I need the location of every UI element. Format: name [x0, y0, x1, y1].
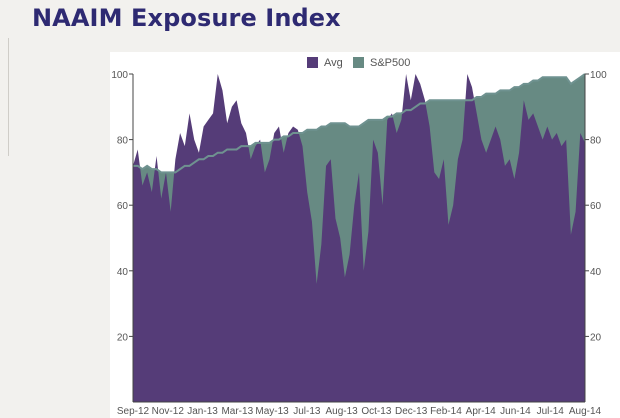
- y-tick-label-left: 20: [117, 332, 129, 343]
- legend: Avg S&P500: [307, 57, 410, 69]
- x-tick-label: Nov-12: [152, 406, 185, 417]
- x-tick-label: May-13: [255, 406, 289, 417]
- axes: [132, 74, 586, 403]
- x-tick-label: Jan-13: [187, 406, 218, 417]
- x-tick-label: Apr-14: [466, 406, 496, 417]
- y-tick-label-right: 60: [590, 201, 602, 212]
- x-tick-label: Oct-13: [361, 406, 391, 417]
- legend-swatch-sp500: [353, 57, 364, 68]
- x-tick-label: Jul-14: [537, 406, 565, 417]
- y-tick-label-right: 20: [590, 332, 602, 343]
- legend-label-avg: Avg: [324, 57, 343, 69]
- y-ticks: 20 20 40 40 60 60 80 80 100 100: [111, 70, 607, 343]
- chart-panel: 20 20 40 40 60 60 80 80 100 100 Sep-12 Nov-12 Jan-1…: [110, 52, 620, 418]
- x-tick-label: Feb-14: [430, 406, 462, 417]
- sp500-line: [133, 73, 586, 174]
- page-title: NAAIM Exposure Index: [32, 4, 341, 32]
- background-divider: [8, 38, 9, 156]
- x-tick-label: Sep-12: [117, 406, 150, 417]
- x-tick-label: Aug-14: [569, 406, 602, 417]
- x-tick-label: Aug-13: [325, 406, 358, 417]
- naaim-exposure-chart: 20 20 40 40 60 60 80 80 100 100 Sep-12 Nov-12 Jan-1…: [111, 57, 607, 417]
- x-tick-label: Mar-13: [221, 406, 253, 417]
- x-tick-label: Jun-14: [500, 406, 531, 417]
- y-tick-label-right: 80: [590, 136, 602, 147]
- y-tick-label-right: 40: [590, 267, 602, 278]
- x-ticks: Sep-12 Nov-12 Jan-13 Mar-13 May-13 Jul-13 Aug-…: [117, 406, 602, 417]
- avg-area: [133, 74, 585, 402]
- x-tick-label: Dec-13: [395, 406, 428, 417]
- series-areas: [133, 73, 586, 402]
- legend-swatch-avg: [307, 57, 318, 68]
- y-tick-label-right: 100: [590, 70, 607, 81]
- y-tick-label-left: 100: [111, 70, 128, 81]
- legend-label-sp500: S&P500: [370, 57, 410, 69]
- y-tick-label-left: 40: [117, 267, 129, 278]
- y-tick-label-left: 60: [117, 201, 129, 212]
- y-tick-label-left: 80: [117, 136, 129, 147]
- x-tick-label: Jul-13: [293, 406, 321, 417]
